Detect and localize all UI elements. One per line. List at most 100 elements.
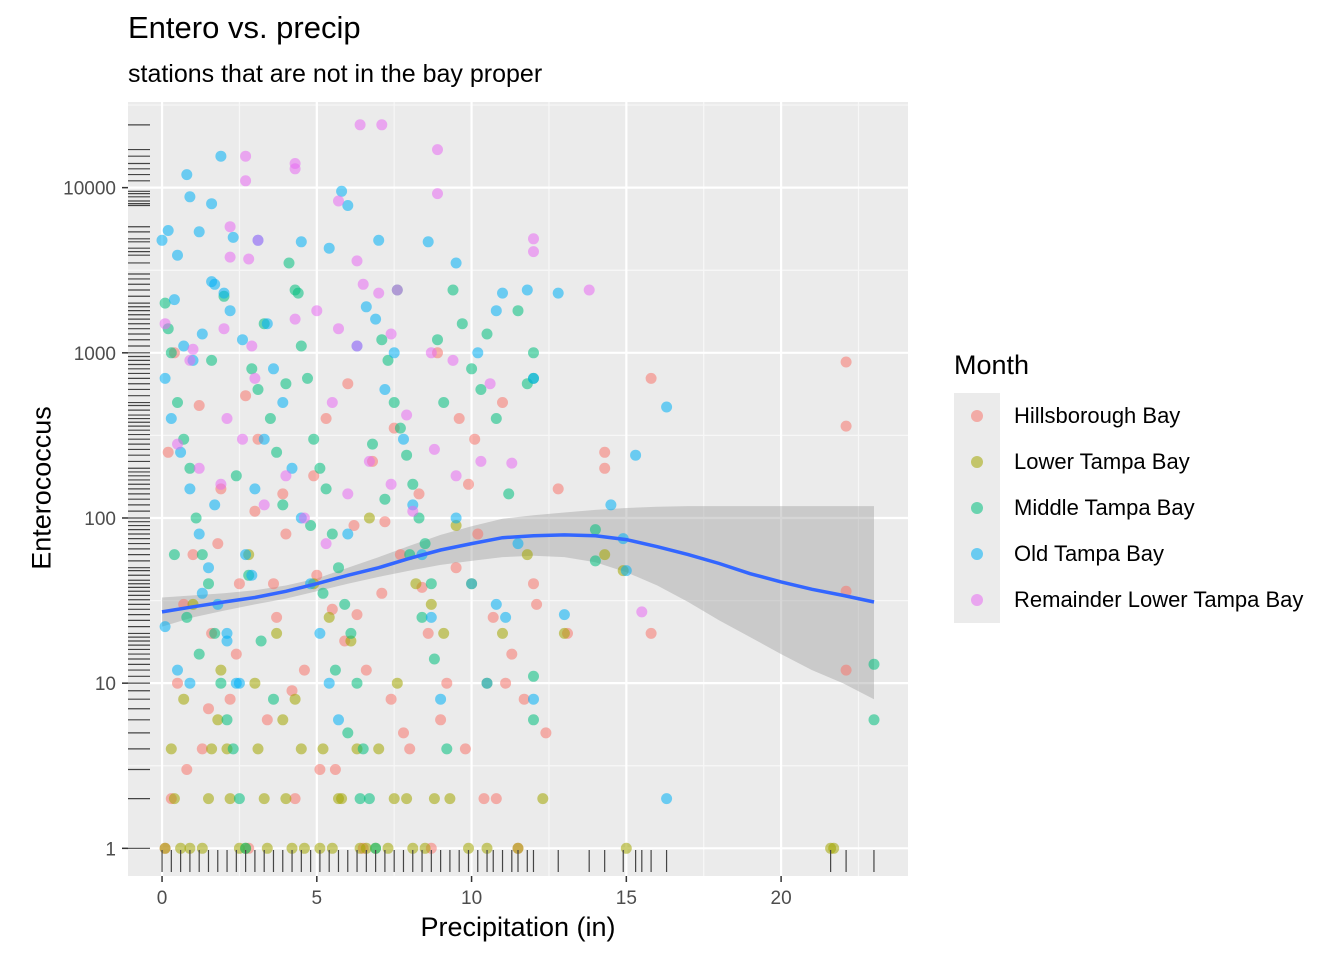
data-point <box>333 714 344 726</box>
legend: Month Hillsborough Bay Lower Tampa Bay M… <box>954 350 1303 623</box>
data-point <box>407 842 419 854</box>
data-point <box>308 470 320 482</box>
data-point <box>407 505 419 517</box>
data-point <box>280 793 292 805</box>
data-point <box>246 340 258 352</box>
data-point <box>388 347 400 359</box>
data-point <box>401 449 413 461</box>
data-point <box>159 842 171 854</box>
data-point <box>342 727 354 739</box>
data-point <box>413 488 425 500</box>
data-point <box>558 609 570 621</box>
x-tick-label: 5 <box>312 888 323 909</box>
data-point <box>432 144 443 156</box>
data-point <box>233 793 245 805</box>
data-point <box>165 413 177 424</box>
legend-label: Remainder Lower Tampa Bay <box>1014 587 1304 612</box>
data-point <box>506 648 518 660</box>
y-tick-label: 1 <box>105 839 116 860</box>
data-point <box>156 234 168 246</box>
data-point <box>336 185 348 197</box>
data-point <box>357 278 369 290</box>
data-point <box>444 793 456 805</box>
data-point <box>308 433 320 445</box>
data-point <box>367 438 378 450</box>
data-point <box>469 433 481 445</box>
data-point <box>277 488 289 500</box>
data-point <box>605 499 617 511</box>
data-point <box>351 340 363 352</box>
data-point <box>475 455 487 467</box>
data-point <box>558 627 570 639</box>
data-point <box>159 621 171 633</box>
data-point <box>385 328 397 340</box>
y-tick-label: 100 <box>84 509 116 530</box>
legend-swatch <box>971 456 983 468</box>
data-point <box>212 538 224 550</box>
rug-y <box>128 124 150 849</box>
data-point <box>280 528 292 540</box>
data-point <box>320 413 332 424</box>
data-point <box>342 528 354 540</box>
chart-subtitle: stations that are not in the bay proper <box>128 60 543 88</box>
data-point <box>271 611 283 623</box>
data-point <box>645 627 657 639</box>
data-point <box>224 793 236 805</box>
data-point <box>435 693 447 705</box>
data-point <box>394 549 406 561</box>
data-point <box>840 664 852 676</box>
legend-swatch <box>971 502 983 514</box>
data-point <box>227 743 239 755</box>
data-point <box>840 420 852 432</box>
y-tick-label: 10 <box>95 674 116 695</box>
data-point <box>246 569 258 581</box>
data-point <box>645 372 657 384</box>
data-point <box>283 257 295 269</box>
data-point <box>385 478 397 490</box>
data-point <box>661 401 673 413</box>
data-point <box>463 842 474 854</box>
data-point <box>271 627 283 639</box>
data-point <box>203 562 214 574</box>
data-point <box>407 478 419 490</box>
data-point <box>172 664 183 676</box>
data-point <box>193 648 205 660</box>
data-point <box>212 714 224 726</box>
data-point <box>196 842 208 854</box>
data-point <box>314 764 326 775</box>
data-point <box>456 318 468 330</box>
data-point <box>360 301 372 313</box>
data-point <box>497 287 508 299</box>
data-point <box>376 334 388 346</box>
data-point <box>268 363 279 375</box>
data-point <box>317 587 329 599</box>
data-point <box>447 284 459 296</box>
data-point <box>459 743 471 755</box>
data-point <box>196 328 208 340</box>
data-point <box>178 340 190 352</box>
data-point <box>370 313 382 325</box>
data-point <box>589 555 601 567</box>
data-point <box>237 433 248 445</box>
data-point <box>233 578 245 590</box>
data-point <box>497 627 508 639</box>
data-point <box>181 764 193 775</box>
y-tick-label: 10000 <box>63 179 116 200</box>
data-point <box>351 677 363 689</box>
data-point <box>326 842 338 854</box>
plot-panel <box>128 102 908 876</box>
data-point <box>435 714 447 726</box>
data-point <box>249 505 261 517</box>
data-point <box>432 188 443 200</box>
data-point <box>203 703 214 715</box>
data-point <box>311 305 323 317</box>
data-point <box>280 378 292 390</box>
data-point <box>168 549 180 561</box>
data-point <box>181 611 193 623</box>
legend-title: Month <box>954 350 1030 380</box>
data-point <box>620 565 632 577</box>
data-point <box>249 677 261 689</box>
data-point <box>528 670 539 682</box>
data-point <box>286 462 298 474</box>
